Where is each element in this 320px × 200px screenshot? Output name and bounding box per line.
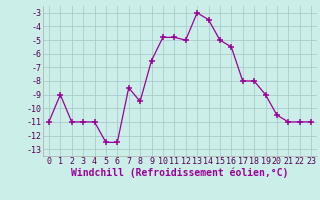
X-axis label: Windchill (Refroidissement éolien,°C): Windchill (Refroidissement éolien,°C) bbox=[71, 168, 289, 178]
